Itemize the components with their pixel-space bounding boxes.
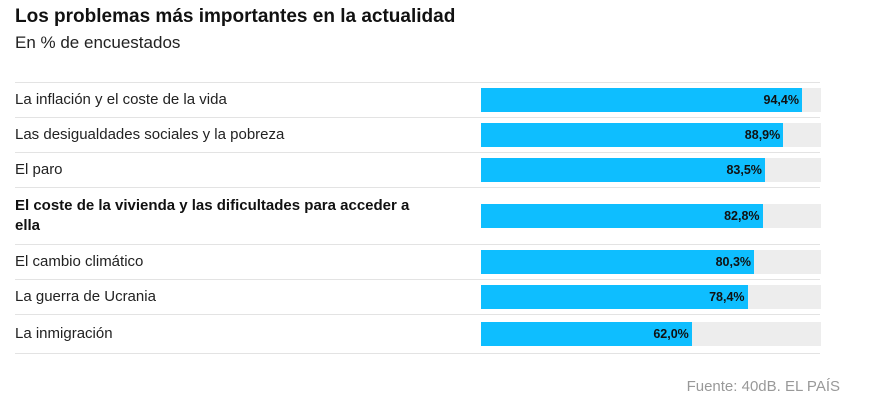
chart-title: Los problemas más importantes en la actu…	[15, 6, 456, 27]
bar-la-inflacion-y-el-coste-de-la-vida	[481, 88, 802, 112]
row-divider	[15, 82, 820, 83]
row-divider	[15, 353, 820, 354]
value-label-la-guerra-de-ucrania: 78,4%	[709, 290, 745, 304]
bar-la-guerra-de-ucrania	[481, 285, 748, 309]
category-label-las-desigualdades-sociales-y-la-pobreza: Las desigualdades sociales y la pobreza	[15, 125, 285, 143]
category-label-la-inflacion-y-el-coste-de-la-vida: La inflación y el coste de la vida	[15, 90, 227, 108]
row-divider	[15, 244, 820, 245]
chart-subtitle: En % de encuestados	[15, 33, 181, 52]
row-divider	[15, 117, 820, 118]
row-divider	[15, 314, 820, 315]
category-label-la-guerra-de-ucrania: La guerra de Ucrania	[15, 287, 156, 305]
bar-el-cambio-climatico	[481, 250, 755, 274]
category-label-el-cambio-climatico: El cambio climático	[15, 252, 144, 270]
category-label-el-coste-de-la-vivienda-y-las-dificultades-para-acceder-a-ella: El coste de la vivienda y las dificultad…	[15, 196, 410, 234]
source-note: Fuente: 40dB. EL PAÍS	[686, 378, 840, 395]
bar-el-paro	[481, 158, 765, 182]
category-label-la-inmigracion: La inmigración	[15, 324, 113, 342]
bar-el-coste-de-la-vivienda-y-las-dificultades-para-acceder-a-ella	[481, 204, 763, 228]
value-label-el-cambio-climatico: 80,3%	[715, 255, 752, 269]
bar-las-desigualdades-sociales-y-la-pobreza	[481, 123, 784, 147]
bar-la-inmigracion	[481, 322, 692, 346]
value-label-la-inflacion-y-el-coste-de-la-vida: 94,4%	[763, 93, 799, 107]
row-divider	[15, 152, 820, 153]
value-label-el-coste-de-la-vivienda-y-las-dificultades-para-acceder-a-ella: 82,8%	[724, 209, 760, 223]
category-label-el-paro: El paro	[15, 160, 63, 178]
row-divider	[15, 279, 820, 280]
value-label-el-paro: 83,5%	[726, 163, 762, 177]
row-divider	[15, 187, 820, 188]
value-label-la-inmigracion: 62,0%	[653, 327, 689, 341]
value-label-las-desigualdades-sociales-y-la-pobreza: 88,9%	[744, 128, 781, 142]
